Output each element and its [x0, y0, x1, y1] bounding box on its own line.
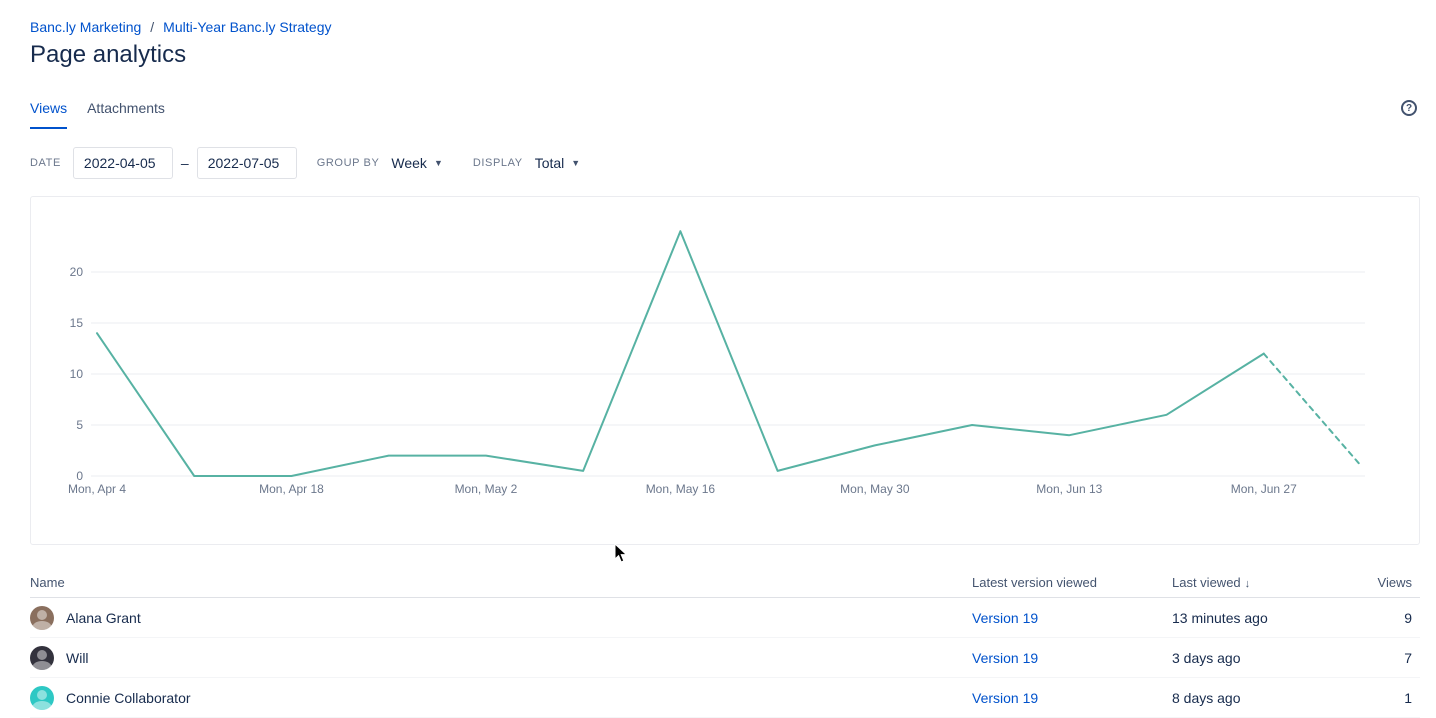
views-count: 1 — [1404, 690, 1412, 706]
svg-text:0: 0 — [76, 469, 83, 483]
svg-text:5: 5 — [76, 418, 83, 432]
last-viewed: 3 days ago — [1172, 650, 1241, 666]
tab-attachments[interactable]: Attachments — [87, 100, 165, 116]
display-label: DISPLAY — [472, 157, 523, 169]
group-by-label: GROUP BY — [316, 157, 380, 169]
chevron-down-icon: ▼ — [571, 157, 581, 168]
views-count: 7 — [1404, 650, 1412, 666]
version-link[interactable]: Version 19 — [972, 650, 1039, 666]
column-header-last-viewed[interactable]: Last viewed ↓ — [1172, 575, 1251, 590]
date-to-input[interactable] — [196, 147, 297, 179]
breadcrumb-link-page[interactable]: Multi-Year Banc.ly Strategy — [163, 19, 332, 35]
viewer-name: Alana Grant — [66, 610, 141, 626]
group-by-dropdown[interactable]: Week ▼ — [391, 155, 442, 171]
column-header-latest-version[interactable]: Latest version viewed — [972, 575, 1098, 590]
svg-text:15: 15 — [70, 316, 84, 330]
svg-text:Mon, Apr 18: Mon, Apr 18 — [259, 482, 324, 496]
views-chart-panel: 0 5 10 15 20 Mon, Apr 4 Mon, Apr 18 Mon, May 2 M… — [30, 196, 1420, 545]
table-row: Will Version 19 3 days ago 7 — [30, 638, 1420, 678]
views-line-chart: 0 5 10 15 20 Mon, Apr 4 Mon, Apr 18 Mon, May 2 M… — [68, 230, 1365, 496]
breadcrumb-separator: / — [150, 19, 155, 35]
avatar — [30, 606, 54, 630]
svg-text:10: 10 — [70, 367, 84, 381]
avatar — [30, 646, 54, 670]
column-header-name[interactable]: Name — [30, 575, 65, 590]
breadcrumb: Banc.ly Marketing / Multi-Year Banc.ly S… — [30, 19, 332, 35]
breadcrumb-link-space[interactable]: Banc.ly Marketing — [30, 19, 142, 35]
views-count: 9 — [1404, 610, 1412, 626]
svg-text:Mon, Jun 13: Mon, Jun 13 — [1036, 482, 1102, 496]
svg-text:Mon, Apr 4: Mon, Apr 4 — [68, 482, 126, 496]
version-link[interactable]: Version 19 — [972, 690, 1039, 706]
svg-text:Mon, May 16: Mon, May 16 — [646, 482, 716, 496]
viewer-name: Connie Collaborator — [66, 690, 191, 706]
sort-desc-icon: ↓ — [1244, 578, 1251, 590]
svg-text:20: 20 — [70, 265, 84, 279]
table-body: Alana Grant Version 19 13 minutes ago 9 … — [30, 598, 1420, 718]
tab-bar: Views Attachments — [30, 100, 165, 129]
date-label: DATE — [30, 157, 61, 169]
svg-text:Mon, May 30: Mon, May 30 — [840, 482, 910, 496]
avatar — [30, 686, 54, 710]
version-link[interactable]: Version 19 — [972, 610, 1039, 626]
chevron-down-icon: ▼ — [433, 157, 443, 168]
display-dropdown[interactable]: Total ▼ — [535, 155, 581, 171]
column-header-views[interactable]: Views — [1377, 575, 1412, 590]
svg-text:Mon, May 2: Mon, May 2 — [455, 482, 518, 496]
svg-text:Mon, Jun 27: Mon, Jun 27 — [1231, 482, 1297, 496]
group-by-value: Week — [391, 155, 427, 171]
help-icon[interactable]: ? — [1401, 100, 1417, 116]
viewer-name: Will — [66, 650, 89, 666]
table-header: Name Latest version viewed Last viewed ↓ … — [30, 568, 1420, 598]
filter-bar: DATE – GROUP BY Week ▼ DISPLAY Total ▼ — [30, 147, 610, 179]
display-value: Total — [534, 155, 565, 171]
mouse-cursor — [614, 543, 628, 563]
last-viewed: 13 minutes ago — [1172, 610, 1268, 626]
date-from-input[interactable] — [72, 147, 173, 179]
viewers-table: Name Latest version viewed Last viewed ↓ … — [30, 568, 1420, 718]
table-row: Alana Grant Version 19 13 minutes ago 9 — [30, 598, 1420, 638]
tab-views[interactable]: Views — [30, 100, 68, 129]
table-row: Connie Collaborator Version 19 8 days ag… — [30, 678, 1420, 718]
date-range-separator: – — [180, 155, 189, 171]
last-viewed: 8 days ago — [1172, 690, 1241, 706]
page-title: Page analytics — [30, 41, 187, 68]
